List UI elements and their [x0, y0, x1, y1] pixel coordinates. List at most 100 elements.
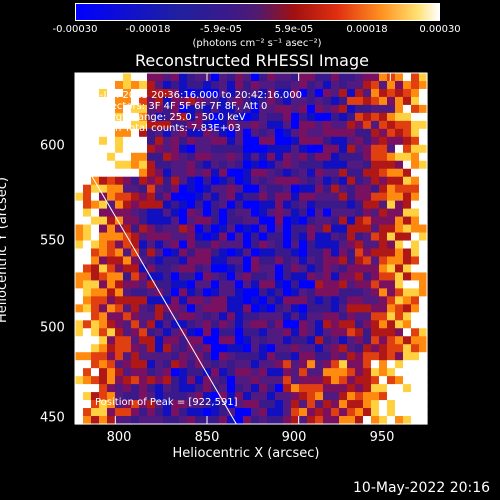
- heatmap-cell: [323, 192, 332, 202]
- heatmap-cell: [115, 248, 124, 258]
- heatmap-cell: [83, 336, 92, 345]
- heatmap-cell: [187, 232, 196, 242]
- heatmap-cell: [235, 248, 244, 258]
- heatmap-cell: [299, 336, 308, 345]
- heatmap-cell: [243, 120, 252, 130]
- heatmap-cell: [267, 392, 276, 401]
- heatmap-cell: [99, 296, 108, 305]
- heatmap-cell: [323, 320, 332, 329]
- heatmap-cell: [203, 240, 212, 250]
- heatmap-cell: [323, 416, 332, 425]
- heatmap-cell: [419, 112, 428, 122]
- heatmap-cell: [179, 408, 188, 417]
- heatmap-cell: [387, 392, 396, 401]
- heatmap-cell: [331, 392, 340, 401]
- heatmap-cell: [227, 136, 236, 146]
- heatmap-cell: [363, 200, 372, 210]
- heatmap-cell: [99, 312, 108, 321]
- heatmap-cell: [107, 112, 116, 122]
- heatmap-cell: [75, 176, 84, 186]
- heatmap-cell: [259, 73, 268, 82]
- heatmap-cell: [323, 376, 332, 385]
- heatmap-cell: [387, 408, 396, 417]
- heatmap-cell: [315, 344, 324, 353]
- heatmap-cell: [107, 96, 116, 106]
- heatmap-cell: [99, 80, 108, 90]
- heatmap-cell: [267, 168, 276, 178]
- heatmap-cell: [339, 264, 348, 274]
- heatmap-cell: [371, 160, 380, 170]
- heatmap-cell: [411, 336, 420, 345]
- heatmap-cell: [395, 104, 404, 114]
- heatmap-cell: [323, 328, 332, 337]
- heatmap-cell: [115, 168, 124, 178]
- heatmap-cell: [235, 112, 244, 122]
- heatmap-cell: [355, 408, 364, 417]
- heatmap-cell: [251, 184, 260, 194]
- heatmap-cell: [99, 304, 108, 313]
- heatmap-cell: [227, 296, 236, 305]
- heatmap-cell: [195, 128, 204, 138]
- heatmap-cell: [307, 352, 316, 361]
- heatmap-cell: [403, 88, 412, 98]
- heatmap-cell: [371, 392, 380, 401]
- heatmap-cell: [283, 88, 292, 98]
- heatmap-cell: [323, 344, 332, 353]
- chart-title: Reconstructed RHESSI Image: [135, 51, 369, 70]
- heatmap-cell: [99, 336, 108, 345]
- heatmap-cell: [179, 208, 188, 218]
- heatmap-cell: [195, 416, 204, 425]
- heatmap-cell: [331, 128, 340, 138]
- heatmap-cell: [75, 360, 84, 369]
- heatmap-cell: [75, 152, 84, 162]
- heatmap-cell: [99, 224, 108, 234]
- heatmap-cell: [347, 352, 356, 361]
- heatmap-cell: [371, 176, 380, 186]
- heatmap-cell: [235, 240, 244, 250]
- heatmap-cell: [307, 336, 316, 345]
- heatmap-cell: [147, 368, 156, 377]
- heatmap-cell: [267, 288, 276, 297]
- heatmap-cell: [355, 184, 364, 194]
- heatmap-cell: [363, 368, 372, 377]
- heatmap-cell: [355, 344, 364, 353]
- heatmap-cell: [411, 232, 420, 242]
- heatmap-cell: [131, 304, 140, 313]
- heatmap-cell: [139, 112, 148, 122]
- heatmap-cell: [259, 216, 268, 226]
- heatmap-cell: [259, 88, 268, 98]
- heatmap-cell: [251, 112, 260, 122]
- heatmap-cell: [115, 368, 124, 377]
- heatmap-cell: [411, 152, 420, 162]
- heatmap-cell: [283, 408, 292, 417]
- heatmap-cell: [179, 160, 188, 170]
- heatmap-cell: [355, 88, 364, 98]
- heatmap-cell: [267, 144, 276, 154]
- heatmap-cell: [379, 272, 388, 282]
- heatmap-cell: [403, 272, 412, 282]
- heatmap-cell: [75, 160, 84, 170]
- heatmap-cell: [235, 120, 244, 130]
- heatmap-cell: [107, 216, 116, 226]
- heatmap-cell: [339, 416, 348, 425]
- heatmap-cell: [259, 152, 268, 162]
- heatmap-cell: [387, 288, 396, 297]
- heatmap-cell: [371, 73, 380, 82]
- heatmap-cell: [355, 96, 364, 106]
- heatmap-cell: [307, 104, 316, 114]
- heatmap-cell: [379, 128, 388, 138]
- heatmap-cell: [123, 320, 132, 329]
- heatmap-cell: [83, 240, 92, 250]
- heatmap-cell: [211, 168, 220, 178]
- heatmap-cell: [147, 264, 156, 274]
- heatmap-cell: [347, 80, 356, 90]
- heatmap-cell: [91, 168, 100, 178]
- heatmap-cell: [243, 208, 252, 218]
- heatmap-cell: [203, 120, 212, 130]
- heatmap-cell: [331, 368, 340, 377]
- heatmap-cell: [171, 184, 180, 194]
- heatmap-cell: [243, 360, 252, 369]
- heatmap-cell: [275, 264, 284, 274]
- heatmap-cell: [235, 376, 244, 385]
- heatmap-cell: [419, 288, 428, 297]
